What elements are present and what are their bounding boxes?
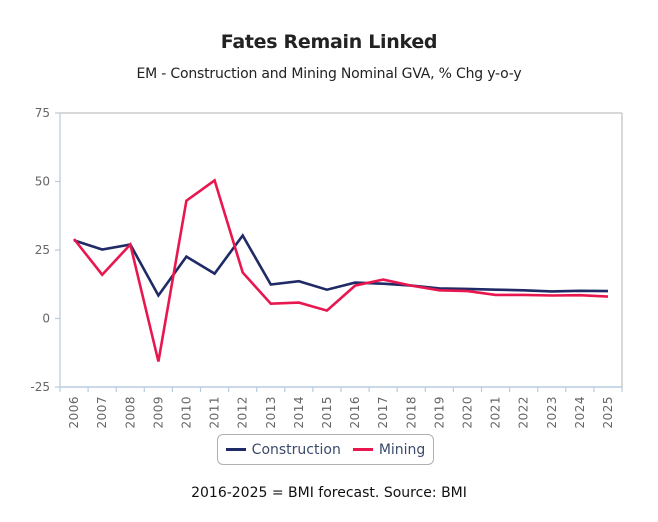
legend-item-construction[interactable]: Construction — [225, 441, 341, 458]
y-tick-label: 75 — [35, 106, 50, 120]
x-tick-label: 2011 — [208, 396, 222, 429]
x-tick-label: 2022 — [517, 396, 531, 429]
x-tick-label: 2020 — [460, 396, 474, 429]
legend-swatch-mining — [352, 448, 373, 451]
x-tick-label: 2014 — [292, 396, 306, 429]
x-tick-label: 2023 — [545, 396, 559, 429]
chart-footnote: 2016-2025 = BMI forecast. Source: BMI — [191, 485, 467, 501]
legend: Construction Mining — [217, 434, 434, 465]
y-tick-label: 50 — [35, 175, 50, 189]
legend-label-mining: Mining — [378, 441, 426, 458]
legend-label-construction: Construction — [251, 441, 341, 458]
y-tick-label: 0 — [42, 312, 50, 326]
series-line-mining[interactable] — [72, 178, 609, 362]
x-tick-label: 2024 — [573, 396, 587, 429]
x-tick-label: 2019 — [432, 396, 446, 429]
x-tick-label: 2007 — [95, 396, 109, 429]
x-tick-label: 2025 — [601, 396, 615, 429]
series-lines — [72, 178, 609, 362]
plot-frame — [59, 112, 623, 388]
y-tick-label: 25 — [35, 243, 50, 257]
legend-item-mining[interactable]: Mining — [352, 441, 426, 458]
y-axis-ticks: -25 0 25 50 75 — [30, 106, 60, 394]
legend-swatch-construction — [225, 448, 246, 451]
x-tick-label: 2021 — [489, 396, 503, 429]
x-tick-label: 2018 — [404, 396, 418, 429]
chart-title: Fates Remain Linked — [220, 31, 438, 53]
series-line-construction[interactable] — [73, 233, 609, 298]
x-tick-label: 2016 — [348, 396, 362, 429]
x-tick-label: 2008 — [123, 396, 137, 429]
x-tick-label: 2010 — [179, 396, 193, 429]
x-tick-label: 2009 — [151, 396, 165, 429]
x-tick-label: 2017 — [376, 396, 390, 429]
x-tick-label: 2015 — [320, 396, 334, 429]
x-tick-label: 2006 — [67, 396, 81, 429]
chart-subtitle: EM - Construction and Mining Nominal GVA… — [136, 66, 522, 82]
x-axis-ticks: 2006 2007 2008 2009 2010 2011 2012 2013 2014 2015… — [59, 387, 623, 429]
y-tick-label: -25 — [30, 380, 50, 394]
x-tick-label: 2012 — [236, 396, 250, 429]
x-tick-label: 2013 — [264, 396, 278, 429]
